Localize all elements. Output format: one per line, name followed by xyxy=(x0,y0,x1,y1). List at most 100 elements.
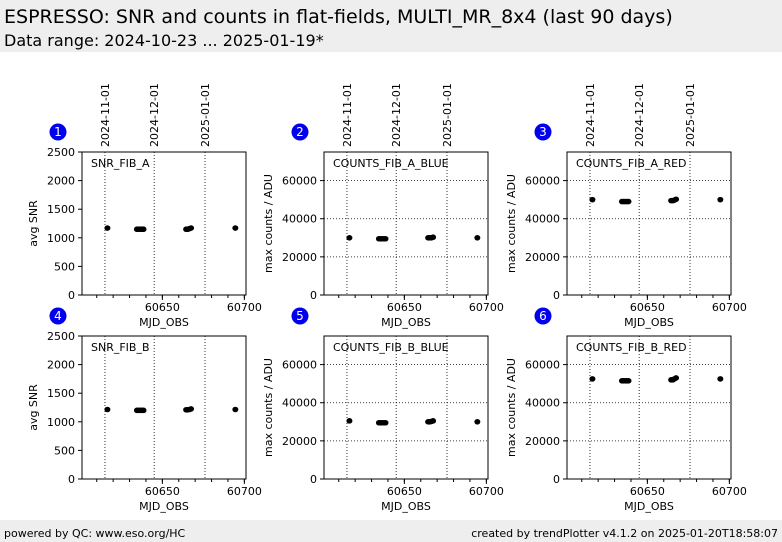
date-tick-label: 2024-11-01 xyxy=(341,83,354,147)
plot-frame xyxy=(566,335,732,480)
data-point xyxy=(717,376,724,382)
x-tick-label: 60650 xyxy=(387,301,422,314)
x-tick-label: 60650 xyxy=(145,485,180,498)
y-tick-label: 1500 xyxy=(47,387,75,400)
page-subtitle: Data range: 2024-10-23 ... 2025-01-19* xyxy=(4,31,324,50)
date-tick-label: 2024-12-01 xyxy=(633,83,646,147)
data-point xyxy=(430,234,437,241)
data-point xyxy=(140,407,147,414)
x-tick-label: 60700 xyxy=(712,485,747,498)
y-tick-label: 0 xyxy=(553,473,560,486)
data-point xyxy=(673,375,680,381)
y-tick-label: 0 xyxy=(68,473,75,486)
x-axis-label: MJD_OBS xyxy=(624,316,674,329)
y-tick-label: 2000 xyxy=(47,175,75,188)
footer-right: created by trendPlotter v4.1.2 on 2025-0… xyxy=(471,527,778,540)
x-tick-label: 60650 xyxy=(145,301,180,314)
x-tick-label: 60700 xyxy=(712,301,747,314)
x-tick-label: 60650 xyxy=(387,485,422,498)
panel-label: COUNTS_FIB_B_BLUE xyxy=(333,341,449,354)
y-tick-label: 60000 xyxy=(282,359,317,372)
y-tick-label: 40000 xyxy=(282,213,317,226)
data-point xyxy=(625,198,632,205)
x-tick-label: 60650 xyxy=(630,485,665,498)
panel-number-badge xyxy=(49,123,67,141)
data-point xyxy=(346,418,353,424)
y-tick-label: 40000 xyxy=(525,213,560,226)
y-tick-label: 0 xyxy=(310,473,317,486)
panel-label: COUNTS_FIB_A_BLUE xyxy=(333,157,449,170)
data-point xyxy=(673,196,680,203)
x-axis-label: MJD_OBS xyxy=(624,500,674,513)
data-point xyxy=(346,235,353,241)
y-tick-label: 2500 xyxy=(47,330,75,343)
y-tick-label: 2000 xyxy=(47,359,75,372)
panel-label: COUNTS_FIB_B_RED xyxy=(576,341,687,354)
data-point xyxy=(474,419,481,425)
x-axis-label: MJD_OBS xyxy=(139,316,189,329)
panel-number-badge xyxy=(291,307,309,325)
y-tick-label: 500 xyxy=(54,260,75,273)
y-tick-label: 20000 xyxy=(525,251,560,264)
data-point xyxy=(589,376,596,382)
page-title: ESPRESSO: SNR and counts in flat-fields,… xyxy=(4,6,673,28)
panel-label: SNR_FIB_A xyxy=(91,157,150,170)
panel-number: 3 xyxy=(539,125,547,139)
plot-frame xyxy=(323,151,489,296)
date-tick-label: 2025-01-01 xyxy=(684,83,697,147)
data-point xyxy=(188,406,195,412)
panel-label: COUNTS_FIB_A_RED xyxy=(576,157,687,170)
date-tick-label: 2025-01-01 xyxy=(199,83,212,147)
data-point xyxy=(232,225,239,231)
date-tick-label: 2024-11-01 xyxy=(584,83,597,147)
data-point xyxy=(382,235,389,242)
panel-label: SNR_FIB_B xyxy=(91,341,150,354)
data-point xyxy=(589,196,596,203)
data-point xyxy=(382,419,389,426)
y-tick-label: 60000 xyxy=(282,175,317,188)
panel-number-badge xyxy=(534,123,552,141)
date-tick-label: 2024-12-01 xyxy=(148,83,161,147)
panel-number: 1 xyxy=(54,125,62,139)
panel-number-badge xyxy=(291,123,309,141)
y-tick-label: 40000 xyxy=(282,397,317,410)
y-axis-label: max counts / ADU xyxy=(505,174,518,273)
data-point xyxy=(232,406,239,413)
x-tick-label: 60700 xyxy=(469,301,504,314)
y-tick-label: 60000 xyxy=(525,359,560,372)
y-tick-label: 1000 xyxy=(47,232,75,245)
y-tick-label: 20000 xyxy=(282,251,317,264)
x-tick-label: 60700 xyxy=(227,301,262,314)
y-tick-label: 0 xyxy=(68,289,75,302)
plot-frame xyxy=(81,151,247,296)
data-point xyxy=(104,225,111,231)
y-tick-label: 1500 xyxy=(47,203,75,216)
plot-frame xyxy=(323,335,489,480)
y-tick-label: 40000 xyxy=(525,397,560,410)
y-axis-label: avg SNR xyxy=(27,384,40,431)
y-axis-label: max counts / ADU xyxy=(505,358,518,457)
y-axis-label: max counts / ADU xyxy=(262,358,275,457)
y-tick-label: 60000 xyxy=(525,175,560,188)
data-point xyxy=(104,406,111,413)
panel-number-badge xyxy=(49,307,67,325)
y-tick-label: 0 xyxy=(553,289,560,302)
data-point xyxy=(188,225,195,231)
footer-left: powered by QC: www.eso.org/HC xyxy=(4,527,186,540)
footer: powered by QC: www.eso.org/HC created by… xyxy=(0,520,782,542)
data-point xyxy=(430,418,437,424)
data-point xyxy=(625,378,632,384)
x-tick-label: 60700 xyxy=(227,485,262,498)
date-tick-label: 2024-12-01 xyxy=(390,83,403,147)
data-point xyxy=(140,226,147,233)
x-axis-label: MJD_OBS xyxy=(139,500,189,513)
panel-number: 2 xyxy=(296,125,304,139)
x-tick-label: 60700 xyxy=(469,485,504,498)
data-point xyxy=(474,235,481,241)
header: ESPRESSO: SNR and counts in flat-fields,… xyxy=(0,0,782,52)
x-axis-label: MJD_OBS xyxy=(381,316,431,329)
date-tick-label: 2025-01-01 xyxy=(441,83,454,147)
data-point xyxy=(717,196,724,203)
y-tick-label: 500 xyxy=(54,444,75,457)
